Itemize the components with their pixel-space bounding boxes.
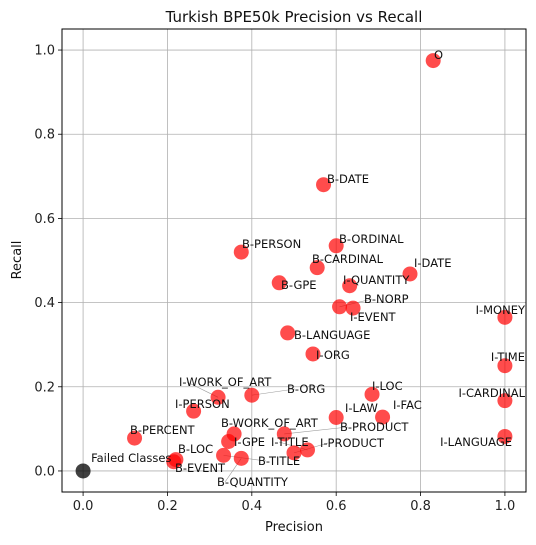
data-point xyxy=(244,388,259,403)
x-tick-label: 0.6 xyxy=(326,499,347,514)
x-tick-label: 0.0 xyxy=(73,499,94,514)
point-label: B-PRODUCT xyxy=(340,420,409,434)
data-point xyxy=(234,451,249,466)
point-label: B-LANGUAGE xyxy=(294,328,370,342)
point-label: B-ORDINAL xyxy=(339,232,404,246)
point-label: I-MONEY xyxy=(476,303,526,317)
point-label: B-TITLE xyxy=(258,454,300,468)
point-labels: O B-DATE B-PERSON B-ORDINAL B-CARDINAL I-DATE… xyxy=(91,48,526,489)
point-label: B-ORG xyxy=(287,382,325,396)
failed-label: Failed Classes xyxy=(91,451,171,465)
point-label: B-CARDINAL xyxy=(312,252,384,266)
failed-point xyxy=(76,463,91,478)
point-label: I-LOC xyxy=(372,379,403,393)
point-label: B-PERSON xyxy=(242,237,301,251)
point-label: I-GPE xyxy=(234,435,265,449)
chart-title: Turkish BPE50k Precision vs Recall xyxy=(165,8,423,26)
point-label: B-GPE xyxy=(281,278,317,292)
x-tick-label: 0.8 xyxy=(410,499,431,514)
y-tick-label: 0.0 xyxy=(34,464,55,479)
point-label: I-TITLE xyxy=(271,435,309,449)
point-label: B-WORK_OF_ART xyxy=(221,416,319,430)
y-tick-label: 1.0 xyxy=(34,44,55,59)
point-label: I-PRODUCT xyxy=(320,436,385,450)
point-label: I-QUANTITY xyxy=(343,273,410,287)
point-label: I-ORG xyxy=(316,348,350,362)
point-label: B-NORP xyxy=(364,292,409,306)
point-label: I-TIME xyxy=(491,350,525,364)
y-tick-label: 0.2 xyxy=(34,380,55,395)
x-axis-title: Precision xyxy=(265,520,323,535)
point-label: I-CARDINAL xyxy=(458,386,525,400)
point-label: O xyxy=(434,48,443,62)
y-axis-title: Recall xyxy=(10,241,25,280)
y-tick-label: 0.6 xyxy=(34,212,55,227)
point-label: B-EVENT xyxy=(175,461,226,475)
data-point xyxy=(280,325,295,340)
point-label: I-WORK_OF_ART xyxy=(179,375,272,389)
point-label: I-LANGUAGE xyxy=(440,435,512,449)
x-tick-label: 0.2 xyxy=(157,499,178,514)
point-label: I-FAC xyxy=(393,398,422,412)
x-tick-label: 1.0 xyxy=(495,499,516,514)
point-label: B-LOC xyxy=(178,442,213,456)
point-label: B-QUANTITY xyxy=(217,475,289,489)
point-label: I-PERSON xyxy=(175,397,230,411)
point-label: I-DATE xyxy=(414,256,451,270)
data-point xyxy=(332,299,347,314)
point-label: I-EVENT xyxy=(350,310,397,324)
y-tick-label: 0.4 xyxy=(34,296,55,311)
point-label: B-PERCENT xyxy=(130,423,196,437)
point-label: B-DATE xyxy=(327,172,369,186)
y-tick-label: 0.8 xyxy=(34,128,55,143)
point-label: I-LAW xyxy=(345,401,378,415)
x-tick-label: 0.4 xyxy=(241,499,262,514)
